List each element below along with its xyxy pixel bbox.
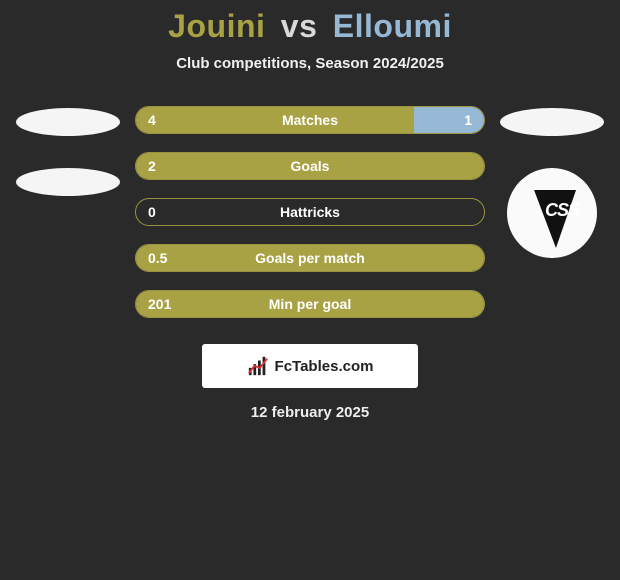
vs-text: vs — [281, 8, 318, 44]
page-title: Jouini vs Elloumi — [0, 8, 620, 45]
stat-value-left: 4 — [148, 112, 156, 128]
club-logo-placeholder — [500, 108, 604, 136]
stat-bar-fill-right — [414, 107, 484, 133]
player1-name: Jouini — [168, 8, 265, 44]
stat-label: Goals per match — [255, 250, 365, 266]
stat-label: Hattricks — [280, 204, 340, 220]
stat-value-left: 2 — [148, 158, 156, 174]
player2-name: Elloumi — [333, 8, 452, 44]
stat-label: Matches — [282, 112, 338, 128]
stat-bar: 0.5 Goals per match — [135, 244, 485, 272]
stat-value-right: 1 — [464, 112, 472, 128]
stat-bar: 0 Hattricks — [135, 198, 485, 226]
stat-value-left: 0 — [148, 204, 156, 220]
subtitle: Club competitions, Season 2024/2025 — [0, 55, 620, 72]
date-text: 12 february 2025 — [0, 404, 620, 421]
logos-right-col: CSS — [497, 106, 607, 258]
club-logo-placeholder — [16, 108, 120, 136]
club-logo: CSS — [507, 168, 597, 258]
stat-value-left: 0.5 — [148, 250, 167, 266]
watermark: FcTables.com — [202, 344, 418, 388]
stat-bar: 4 1 Matches — [135, 106, 485, 134]
watermark-text: FcTables.com — [275, 358, 374, 375]
chart-icon — [247, 355, 269, 377]
stat-value-left: 201 — [148, 296, 171, 312]
comparison-section: 4 1 Matches 2 Goals 0 Hattricks 0.5 Goals per ma… — [0, 106, 620, 318]
stat-bar: 2 Goals — [135, 152, 485, 180]
logos-left-col — [13, 106, 123, 196]
club-logo-placeholder — [16, 168, 120, 196]
stat-label: Min per goal — [269, 296, 351, 312]
stat-bar: 201 Min per goal — [135, 290, 485, 318]
stat-bars: 4 1 Matches 2 Goals 0 Hattricks 0.5 Goals per ma… — [135, 106, 485, 318]
stat-label: Goals — [291, 158, 330, 174]
stat-bar-fill-left — [136, 107, 414, 133]
